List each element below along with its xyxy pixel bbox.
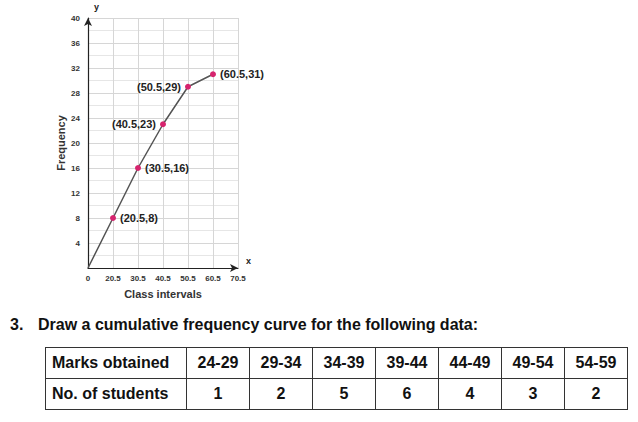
svg-text:70.5: 70.5 [230, 274, 246, 283]
svg-text:(60.5,31): (60.5,31) [220, 68, 264, 80]
svg-text:28: 28 [71, 89, 80, 98]
svg-text:30.5: 30.5 [130, 274, 146, 283]
svg-text:(40.5,23): (40.5,23) [112, 118, 156, 130]
svg-text:16: 16 [71, 164, 80, 173]
svg-text:(50.5,29): (50.5,29) [137, 81, 181, 93]
html-text:54-59: 54-59 [575, 354, 617, 371]
html-text:29-34: 29-34 [260, 354, 302, 371]
svg-text:40: 40 [71, 14, 80, 23]
svg-text:60.5: 60.5 [205, 274, 221, 283]
html-text:Marks obtained: Marks obtained [52, 354, 170, 371]
svg-text:8: 8 [76, 214, 81, 223]
html-text:1: 1 [213, 385, 223, 402]
svg-text:24: 24 [71, 114, 80, 123]
svg-text:50.5: 50.5 [180, 274, 196, 283]
html-text:2: 2 [591, 385, 601, 402]
svg-text:36: 36 [71, 39, 80, 48]
html-text:39-44: 39-44 [386, 354, 428, 371]
html-text:5: 5 [339, 385, 349, 402]
html-text:34-39: 34-39 [323, 354, 365, 371]
svg-text:x: x [246, 256, 251, 266]
html-text:Draw a cumulative frequency cu: Draw a cumulative frequency curve for th… [38, 316, 479, 333]
svg-text:(30.5,16): (30.5,16) [145, 162, 189, 174]
svg-text:Class intervals: Class intervals [124, 288, 202, 300]
html-text:3.: 3. [10, 316, 24, 333]
svg-text:Frequency: Frequency [55, 114, 67, 171]
svg-text:32: 32 [71, 64, 80, 73]
html-text:6: 6 [402, 385, 412, 402]
html-text:44-49: 44-49 [449, 354, 491, 371]
svg-text:4: 4 [76, 239, 81, 248]
html-text:4: 4 [465, 385, 475, 402]
html-text:49-54: 49-54 [512, 354, 554, 371]
html-text:3: 3 [528, 385, 538, 402]
svg-text:20.5: 20.5 [105, 274, 121, 283]
svg-text:20: 20 [71, 139, 80, 148]
svg-text:0: 0 [86, 274, 91, 283]
html-text:2: 2 [276, 385, 286, 402]
svg-text:12: 12 [71, 189, 80, 198]
html-text:24-29: 24-29 [197, 354, 239, 371]
svg-text:40.5: 40.5 [155, 274, 171, 283]
svg-text:y: y [94, 2, 99, 12]
svg-text:(20.5,8): (20.5,8) [120, 212, 158, 224]
html-text:No. of students: No. of students [52, 385, 169, 402]
